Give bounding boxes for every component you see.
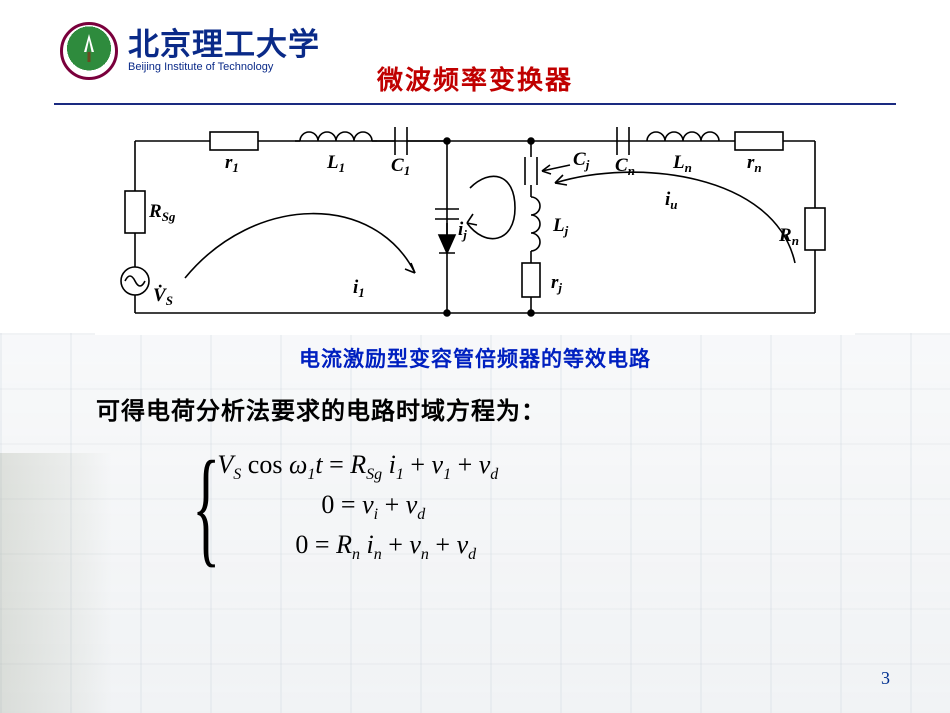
label-ij: ij bbox=[458, 219, 467, 242]
label-rn: rn bbox=[747, 152, 762, 175]
label-Cn: Cn bbox=[615, 155, 635, 178]
university-name-en: Beijing Institute of Technology bbox=[128, 62, 320, 73]
label-r1: r1 bbox=[225, 152, 239, 175]
circuit-diagram: r1 L1 C1 RSg V̇S i1 ij Cj Lj rj Cn Ln rn… bbox=[95, 113, 855, 335]
label-Lj: Lj bbox=[552, 215, 569, 238]
label-Rn: Rn bbox=[778, 225, 799, 248]
equation-line-3: 0 = Rn in + vn + vd bbox=[217, 530, 498, 564]
header-rule bbox=[54, 103, 896, 105]
label-iu: iu bbox=[665, 189, 678, 212]
equation-system: { VS cos ω1t = RSg i1 + v1 + vd 0 = vi +… bbox=[175, 442, 775, 572]
equation-line-1: VS cos ω1t = RSg i1 + v1 + vd bbox=[217, 450, 498, 484]
equation-line-2: 0 = vi + vd bbox=[217, 490, 498, 524]
background-tree bbox=[0, 453, 140, 713]
figure-caption: 电流激励型变容管倍频器的等效电路 bbox=[0, 343, 950, 373]
header: 北京理工大学 Beijing Institute of Technology 微… bbox=[0, 0, 950, 105]
university-logo-icon bbox=[60, 22, 118, 80]
label-L1: L1 bbox=[326, 152, 345, 175]
label-Vs: V̇S bbox=[153, 284, 173, 308]
university-name: 北京理工大学 Beijing Institute of Technology bbox=[128, 29, 320, 73]
label-C1: C1 bbox=[391, 155, 410, 178]
university-logo-block: 北京理工大学 Beijing Institute of Technology bbox=[60, 22, 320, 80]
label-rj: rj bbox=[551, 272, 562, 295]
label-RSg: RSg bbox=[148, 201, 176, 224]
label-i1: i1 bbox=[353, 277, 365, 300]
label-Cj: Cj bbox=[573, 149, 590, 172]
brace-icon: { bbox=[192, 442, 220, 572]
page-number: 3 bbox=[881, 668, 890, 689]
university-name-cn: 北京理工大学 bbox=[128, 29, 320, 60]
body-text: 可得电荷分析法要求的电路时域方程为： bbox=[96, 391, 950, 426]
label-Ln: Ln bbox=[672, 152, 692, 175]
